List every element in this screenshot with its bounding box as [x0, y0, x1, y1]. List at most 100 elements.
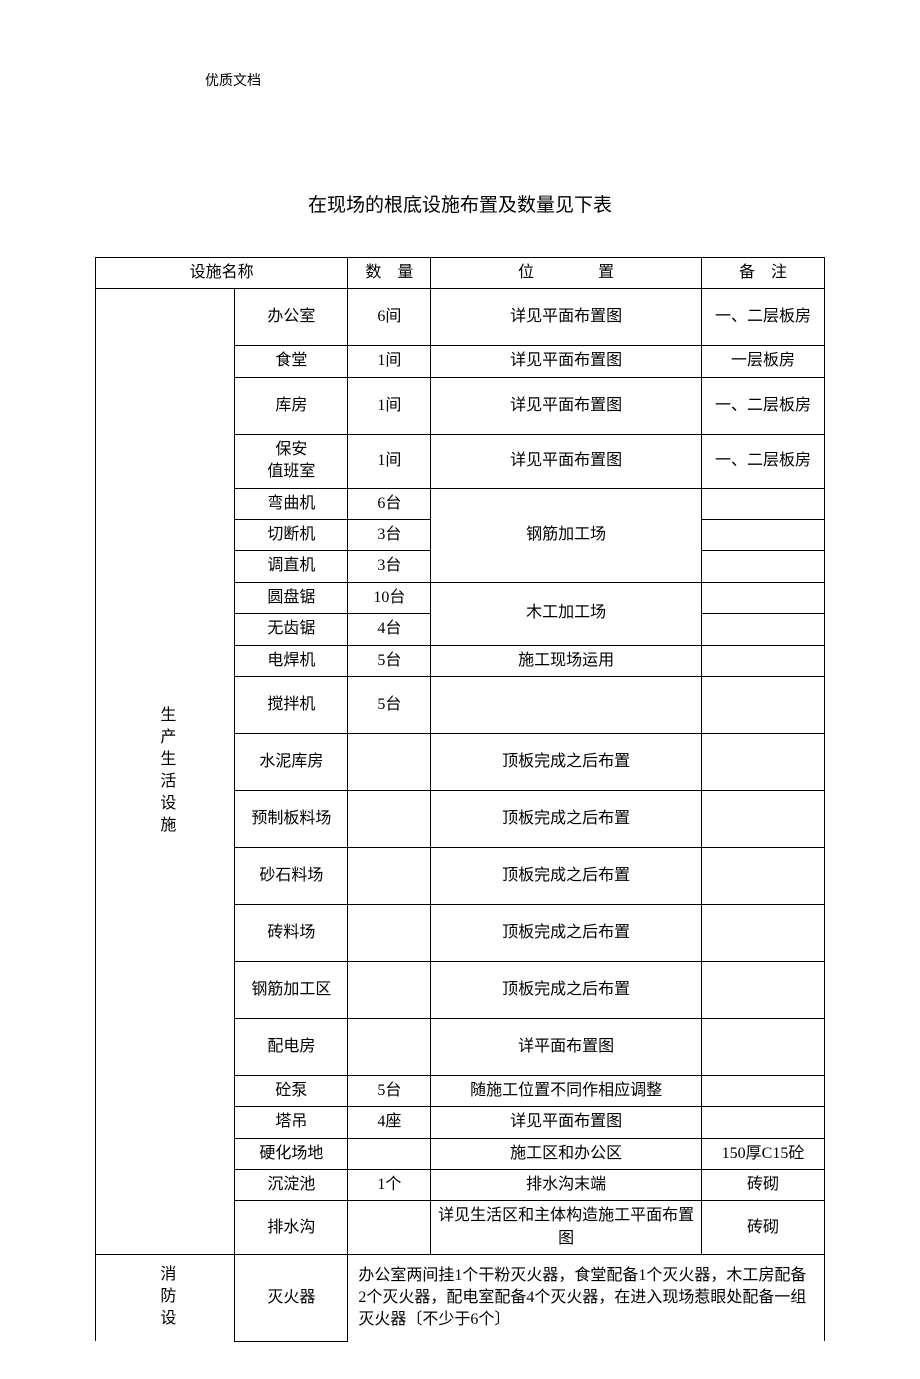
cell-note: 一、二层板房	[702, 289, 825, 346]
facilities-table: 设施名称 数 量 位 置 备 注 生产生活设施 办公室 6间 详见平面布置图 一…	[95, 257, 825, 1342]
cell-note: 一、二层板房	[702, 377, 825, 434]
col-name: 设施名称	[96, 258, 348, 289]
cell-qty	[348, 1018, 431, 1075]
cell-loc: 详见平面布置图	[431, 1107, 702, 1138]
cell-qty	[348, 733, 431, 790]
col-qty: 数 量	[348, 258, 431, 289]
cell-loc: 顶板完成之后布置	[431, 904, 702, 961]
cell-name: 无齿锯	[235, 614, 348, 645]
cell-qty: 1间	[348, 346, 431, 377]
cell-note	[702, 1018, 825, 1075]
cell-loc: 详见平面布置图	[431, 434, 702, 488]
cell-loc: 随施工位置不同作相应调整	[431, 1075, 702, 1106]
col-note: 备 注	[702, 258, 825, 289]
cell-note: 一层板房	[702, 346, 825, 377]
cell-note	[702, 847, 825, 904]
cell-name: 水泥库房	[235, 733, 348, 790]
cell-name: 砼泵	[235, 1075, 348, 1106]
cell-qty: 1个	[348, 1170, 431, 1201]
cell-desc: 办公室两间挂1个干粉灭火器，食堂配备1个灭火器，木工房配备2个灭火器，配电室配备…	[348, 1255, 825, 1342]
cell-name: 弯曲机	[235, 488, 348, 519]
col-loc: 位 置	[431, 258, 702, 289]
cell-loc: 施工区和办公区	[431, 1138, 702, 1169]
cell-qty: 6间	[348, 289, 431, 346]
cell-name: 灭火器	[235, 1255, 348, 1342]
cell-name: 排水沟	[235, 1201, 348, 1255]
table-row: 生产生活设施 办公室 6间 详见平面布置图 一、二层板房	[96, 289, 825, 346]
category-cell: 生产生活设施	[96, 289, 235, 1255]
cell-name: 塔吊	[235, 1107, 348, 1138]
category-cell: 消防设	[96, 1255, 235, 1342]
cell-note	[702, 1107, 825, 1138]
cell-qty	[348, 847, 431, 904]
cell-note: 150厚C15砼	[702, 1138, 825, 1169]
cell-loc: 详见平面布置图	[431, 289, 702, 346]
cell-name: 电焊机	[235, 645, 348, 676]
cell-qty	[348, 904, 431, 961]
cell-note	[702, 904, 825, 961]
cell-name: 钢筋加工区	[235, 961, 348, 1018]
cell-qty	[348, 961, 431, 1018]
cell-loc: 排水沟末端	[431, 1170, 702, 1201]
cell-qty: 3台	[348, 551, 431, 582]
cell-loc: 施工现场运用	[431, 645, 702, 676]
cell-note	[702, 961, 825, 1018]
cell-qty: 4座	[348, 1107, 431, 1138]
cell-loc: 顶板完成之后布置	[431, 847, 702, 904]
cell-qty: 1间	[348, 434, 431, 488]
cell-name: 配电房	[235, 1018, 348, 1075]
cell-note: 砖砌	[702, 1201, 825, 1255]
cell-qty: 1间	[348, 377, 431, 434]
cell-qty: 4台	[348, 614, 431, 645]
document-page: 优质文档 在现场的根底设施布置及数量见下表 设施名称 数 量 位 置 备 注 生…	[0, 0, 920, 1379]
cell-note	[702, 645, 825, 676]
cell-note	[702, 790, 825, 847]
cell-name: 圆盘锯	[235, 582, 348, 613]
cell-note	[702, 676, 825, 733]
cell-note: 一、二层板房	[702, 434, 825, 488]
cell-name: 办公室	[235, 289, 348, 346]
cell-loc: 详见平面布置图	[431, 346, 702, 377]
cell-loc: 顶板完成之后布置	[431, 961, 702, 1018]
cell-loc: 详平面布置图	[431, 1018, 702, 1075]
cell-name: 库房	[235, 377, 348, 434]
cell-note	[702, 582, 825, 613]
cell-qty	[348, 1201, 431, 1255]
cell-name: 硬化场地	[235, 1138, 348, 1169]
cell-qty: 10台	[348, 582, 431, 613]
cell-qty	[348, 1138, 431, 1169]
cell-note	[702, 488, 825, 519]
cell-loc: 详见生活区和主体构造施工平面布置图	[431, 1201, 702, 1255]
cell-qty: 5台	[348, 645, 431, 676]
cell-name: 搅拌机	[235, 676, 348, 733]
cell-note	[702, 1075, 825, 1106]
cell-qty: 6台	[348, 488, 431, 519]
cell-note	[702, 551, 825, 582]
cell-loc: 详见平面布置图	[431, 377, 702, 434]
cell-loc: 顶板完成之后布置	[431, 733, 702, 790]
cell-name: 调直机	[235, 551, 348, 582]
cell-loc: 顶板完成之后布置	[431, 790, 702, 847]
cell-note	[702, 733, 825, 790]
cell-name: 预制板料场	[235, 790, 348, 847]
cell-name: 保安 值班室	[235, 434, 348, 488]
table-header-row: 设施名称 数 量 位 置 备 注	[96, 258, 825, 289]
cell-name: 砖料场	[235, 904, 348, 961]
cell-loc	[431, 676, 702, 733]
cell-qty: 5台	[348, 1075, 431, 1106]
cell-qty: 5台	[348, 676, 431, 733]
cell-loc: 钢筋加工场	[431, 488, 702, 582]
cell-name: 砂石料场	[235, 847, 348, 904]
page-title: 在现场的根底设施布置及数量见下表	[95, 190, 825, 217]
cell-qty	[348, 790, 431, 847]
cell-note: 砖砌	[702, 1170, 825, 1201]
page-header: 优质文档	[205, 70, 825, 90]
cell-name: 食堂	[235, 346, 348, 377]
table-row: 消防设 灭火器 办公室两间挂1个干粉灭火器，食堂配备1个灭火器，木工房配备2个灭…	[96, 1255, 825, 1342]
cell-loc: 木工加工场	[431, 582, 702, 645]
cell-name: 切断机	[235, 519, 348, 550]
cell-qty: 3台	[348, 519, 431, 550]
cell-note	[702, 614, 825, 645]
cell-name: 沉淀池	[235, 1170, 348, 1201]
cell-note	[702, 519, 825, 550]
